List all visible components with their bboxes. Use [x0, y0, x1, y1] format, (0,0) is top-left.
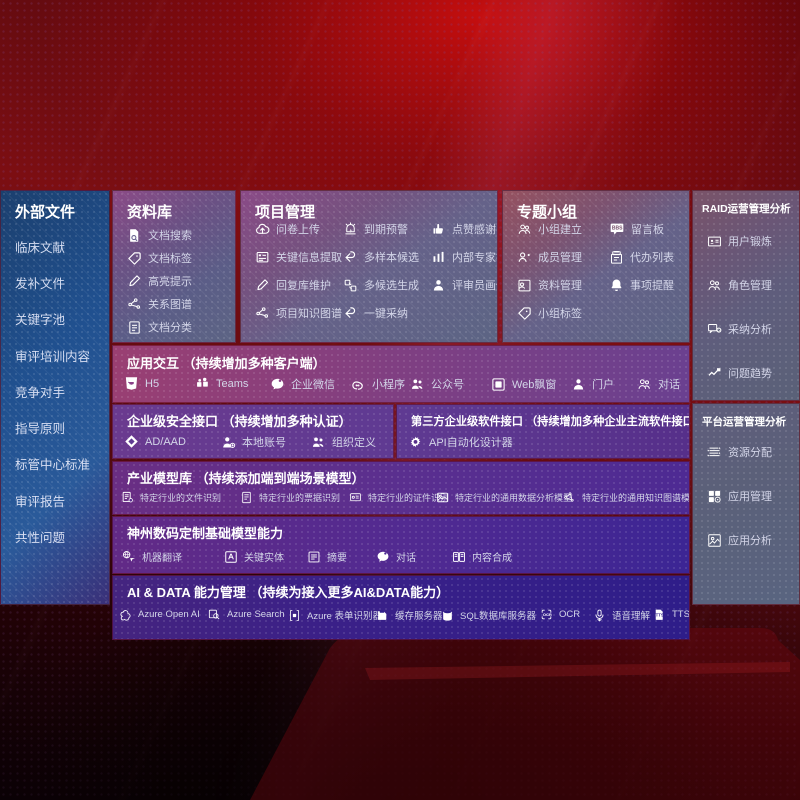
svg-text:OA: OA — [717, 329, 721, 332]
svg-text:TTS: TTS — [656, 613, 664, 618]
svg-text:OCR: OCR — [543, 612, 552, 617]
svg-text:BBS: BBS — [612, 226, 623, 232]
